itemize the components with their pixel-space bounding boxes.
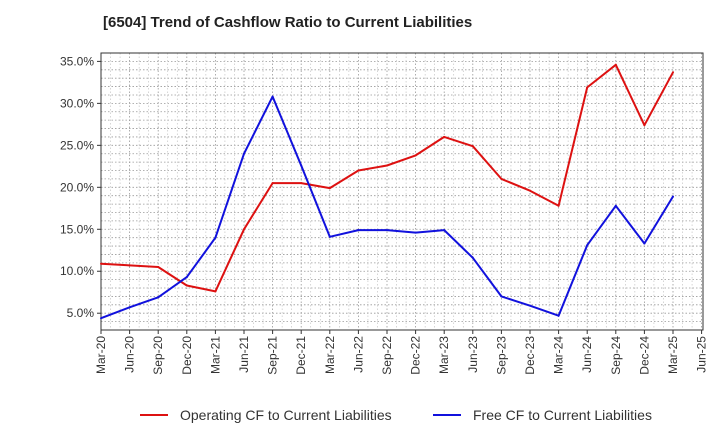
data-point	[271, 182, 274, 185]
data-point	[500, 295, 503, 298]
y-tick-label: 20.0%	[60, 180, 94, 194]
x-tick-label: Mar-24	[552, 336, 566, 374]
data-point	[100, 317, 102, 320]
plot-frame	[100, 52, 704, 331]
data-point	[557, 204, 560, 207]
data-point	[529, 189, 531, 192]
y-tick-label: 10.0%	[60, 264, 94, 278]
y-tick-label: 15.0%	[60, 222, 94, 236]
data-point	[157, 266, 160, 269]
x-tick-label: Mar-20	[94, 336, 108, 374]
data-point	[243, 152, 245, 155]
y-tick-label: 5.0%	[67, 306, 95, 320]
data-point	[672, 195, 674, 198]
data-point	[643, 242, 646, 245]
data-point	[471, 145, 474, 148]
y-axis-ticks: 5.0% 10.0% 15.0% 20.0% 25.0% 30.0% 35.0%	[60, 54, 101, 320]
data-point	[100, 262, 102, 265]
data-point	[214, 236, 217, 239]
data-point	[386, 164, 388, 167]
data-point	[471, 256, 474, 259]
data-point	[500, 177, 503, 180]
x-tick-label: Jun-25	[695, 336, 709, 373]
x-tick-label: Mar-23	[437, 336, 451, 374]
x-tick-label: Jun-24	[580, 336, 594, 373]
x-tick-label: Mar-22	[323, 336, 337, 374]
legend-label: Operating CF to Current Liabilities	[180, 407, 392, 423]
data-point	[357, 229, 360, 232]
data-point	[386, 229, 388, 232]
data-point	[529, 304, 531, 307]
data-point	[128, 306, 131, 309]
data-point	[586, 244, 589, 247]
x-tick-label: Dec-23	[523, 336, 537, 375]
data-point	[614, 63, 617, 66]
x-tick-label: Jun-23	[466, 336, 480, 373]
x-tick-label: Dec-20	[180, 336, 194, 375]
x-tick-label: Dec-21	[294, 336, 308, 375]
data-point	[557, 314, 560, 317]
data-point	[443, 229, 446, 232]
data-point	[300, 164, 303, 167]
legend-swatch-free-cf	[433, 414, 461, 416]
data-point	[185, 276, 188, 279]
x-tick-label: Mar-21	[208, 336, 222, 374]
data-point	[357, 169, 360, 172]
x-tick-label: Sep-23	[494, 336, 508, 375]
data-point	[414, 154, 417, 157]
x-tick-label: Sep-21	[266, 336, 280, 375]
x-tick-label: Sep-24	[609, 336, 623, 375]
x-tick-label: Dec-24	[637, 336, 651, 375]
data-point	[586, 86, 589, 89]
plot-area: 5.0% 10.0% 15.0% 20.0% 25.0% 30.0% 35.0% Mar-2…	[60, 52, 709, 375]
data-point	[614, 204, 617, 207]
data-point	[157, 296, 160, 299]
data-point	[185, 284, 188, 287]
legend-swatch-operating-cf	[140, 414, 168, 416]
data-point	[443, 135, 446, 138]
grid	[100, 52, 703, 331]
data-point	[328, 235, 331, 238]
legend: Operating CF to Current Liabilities Free…	[0, 400, 720, 430]
data-point	[214, 290, 217, 293]
y-tick-label: 25.0%	[60, 138, 94, 152]
x-tick-label: Jun-21	[237, 336, 251, 373]
data-point	[414, 231, 417, 234]
x-tick-label: Jun-20	[123, 336, 137, 373]
y-tick-label: 35.0%	[60, 54, 94, 68]
x-tick-label: Mar-25	[666, 336, 680, 374]
data-point	[300, 182, 303, 185]
x-tick-label: Dec-22	[409, 336, 423, 375]
data-point	[672, 71, 674, 74]
y-tick-label: 30.0%	[60, 96, 94, 110]
x-tick-label: Jun-22	[351, 336, 365, 373]
data-point	[271, 95, 274, 98]
data-point	[128, 264, 131, 267]
legend-label: Free CF to Current Liabilities	[473, 407, 652, 423]
chart-title: [6504] Trend of Cashflow Ratio to Curren…	[103, 14, 473, 31]
data-point	[328, 187, 331, 190]
data-point	[243, 228, 245, 231]
series	[100, 63, 674, 320]
data-point	[643, 124, 646, 127]
x-axis-ticks: Mar-20 Jun-20 Sep-20 Dec-20 Mar-21 Jun-21 Sep-…	[94, 330, 709, 375]
x-tick-label: Sep-20	[151, 336, 165, 375]
x-tick-label: Sep-22	[380, 336, 394, 375]
